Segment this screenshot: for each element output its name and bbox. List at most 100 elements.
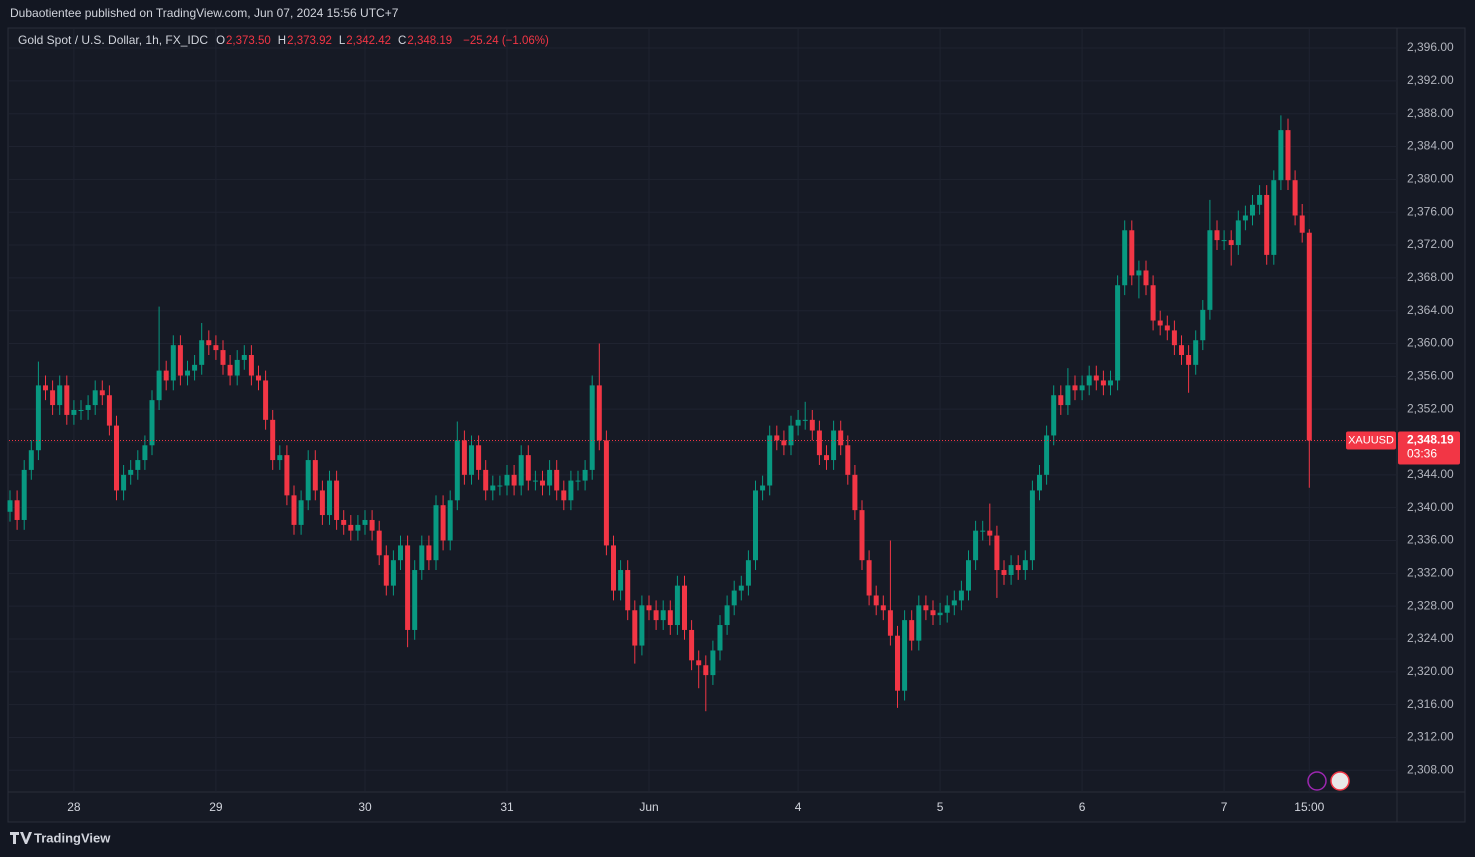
candle-body (902, 620, 908, 691)
candle-body (362, 519, 368, 525)
candle-body (1235, 220, 1241, 246)
x-tick-label: 4 (795, 800, 802, 814)
y-tick-label: 2,360.00 (1407, 336, 1454, 350)
y-tick-label: 2,328.00 (1407, 598, 1454, 612)
candle-body (1150, 285, 1156, 321)
y-tick-label: 2,376.00 (1407, 204, 1454, 218)
candle-body (92, 390, 98, 406)
candle-body (284, 455, 290, 496)
ohlc-legend-change: −25.24 (−1.06%) (463, 35, 549, 47)
candle-body (1058, 395, 1064, 406)
candle-body (185, 370, 190, 376)
candle-body (1029, 490, 1035, 561)
candle-body (192, 364, 198, 371)
candle-body (256, 375, 261, 381)
candle-body (57, 385, 63, 406)
candle-body (298, 500, 304, 525)
candle-body (305, 460, 311, 501)
candle-body (263, 380, 269, 420)
candle-body (689, 629, 695, 661)
candle-body (454, 440, 460, 501)
candle-body (916, 605, 922, 641)
candle-body (1143, 270, 1149, 286)
candle-body (1257, 194, 1263, 205)
candle-body (582, 469, 588, 481)
candle-body (277, 455, 283, 461)
candle-body (724, 605, 730, 626)
candle-body (43, 385, 48, 391)
candle-body (518, 455, 524, 486)
y-tick-label: 2,368.00 (1407, 270, 1454, 284)
y-tick-label: 2,316.00 (1407, 697, 1454, 711)
candle-body (50, 390, 56, 406)
candle-body (1079, 385, 1085, 391)
candle-body (270, 419, 276, 461)
ohlc-legend-open: 2,373.50 (226, 35, 271, 47)
candle-body (1022, 560, 1028, 571)
candle-body (1015, 565, 1021, 571)
candle-body (35, 385, 41, 451)
candle-body (802, 419, 808, 421)
candle-body (682, 585, 687, 630)
flag-icon[interactable] (1330, 771, 1350, 791)
candle-body (1129, 230, 1135, 276)
y-tick-label: 2,356.00 (1407, 369, 1454, 383)
candle-body (312, 460, 318, 491)
candle-body (618, 570, 624, 591)
ohlc-legend-h-key: H (278, 35, 286, 47)
candle-body (1164, 325, 1170, 331)
candle-body (341, 519, 347, 525)
candle-body (824, 455, 829, 461)
candle-body (405, 545, 411, 630)
candle-body (795, 419, 801, 426)
candle-body (738, 585, 744, 591)
candle-body (632, 610, 638, 646)
candle-body (99, 390, 105, 396)
candle-body (845, 445, 851, 475)
candle-body (483, 469, 489, 491)
ohlc-legend-high: 2,373.92 (287, 35, 332, 47)
candle-body (14, 500, 20, 520)
candle-body (142, 445, 148, 461)
candle-body (128, 469, 134, 475)
x-tick-label: 28 (67, 800, 81, 814)
candle-body (21, 469, 27, 520)
chart-frame (7, 27, 1466, 823)
candle-body (199, 340, 205, 365)
candle-body (213, 345, 219, 351)
candle-body (1122, 230, 1128, 286)
candle-body (1100, 380, 1106, 386)
event-icon[interactable] (1307, 771, 1327, 791)
y-tick-label: 2,340.00 (1407, 500, 1454, 514)
candle-body (774, 435, 780, 441)
footer-logo: TradingView (10, 830, 111, 845)
x-tick-label: 5 (937, 800, 944, 814)
candle-body (667, 610, 673, 626)
candle-body (170, 345, 176, 381)
candle-body (1271, 180, 1277, 255)
candle-body (540, 480, 545, 486)
candle-body (1115, 285, 1121, 381)
candle-body (532, 480, 538, 482)
candle-body (859, 510, 865, 561)
candle-body (1207, 230, 1213, 310)
candle-body (753, 490, 758, 561)
candle-body (1299, 215, 1305, 233)
candle-body (653, 610, 659, 621)
candle-body (156, 370, 162, 401)
candle-body (461, 440, 467, 475)
candle-body (248, 355, 254, 376)
candle-body (1264, 194, 1270, 255)
candle-body (987, 530, 993, 536)
candle-body (980, 530, 986, 532)
candle-body (291, 495, 297, 525)
candle-body (958, 590, 964, 601)
y-tick-label: 2,336.00 (1407, 533, 1454, 547)
candle-body (852, 474, 858, 511)
candle-body (660, 610, 666, 621)
candle-body (419, 545, 425, 571)
y-tick-label: 2,312.00 (1407, 730, 1454, 744)
logo-icon (10, 832, 32, 844)
candle-body (731, 590, 737, 606)
candle-body (348, 524, 354, 531)
